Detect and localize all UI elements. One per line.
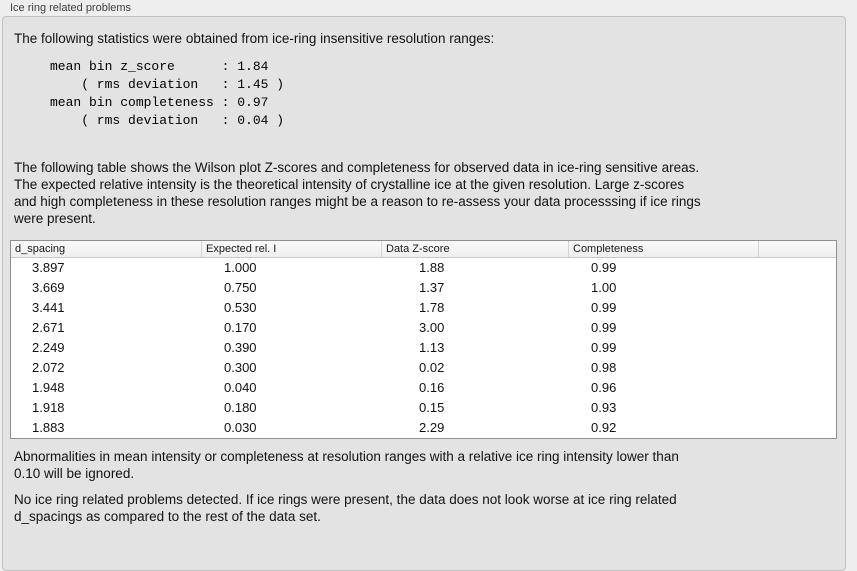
table-description: The following table shows the Wilson plo… <box>14 160 701 226</box>
table-row[interactable]: 1.918 0.180 0.15 0.93 <box>11 398 836 418</box>
cell-data-z-score: 1.37 <box>419 280 445 295</box>
cell-d-spacing: 1.883 <box>32 420 65 435</box>
header-blank <box>758 241 836 257</box>
cell-d-spacing: 2.072 <box>32 360 65 375</box>
header-d-spacing[interactable]: d_spacing <box>15 243 66 255</box>
cell-completeness: 0.99 <box>591 320 617 335</box>
table-row[interactable]: 2.671 0.170 3.00 0.99 <box>11 318 836 338</box>
cell-data-z-score: 2.29 <box>419 420 445 435</box>
cell-data-z-score: 1.13 <box>419 340 445 355</box>
cell-completeness: 1.00 <box>591 280 617 295</box>
cell-d-spacing: 3.897 <box>32 260 65 275</box>
table-row[interactable]: 1.948 0.040 0.16 0.96 <box>11 378 836 398</box>
cell-d-spacing: 1.948 <box>32 380 65 395</box>
cell-expected-rel-i: 0.750 <box>224 280 257 295</box>
table-row[interactable]: 2.072 0.300 0.02 0.98 <box>11 358 836 378</box>
cell-d-spacing: 2.249 <box>32 340 65 355</box>
cell-completeness: 0.99 <box>591 300 617 315</box>
cell-expected-rel-i: 0.170 <box>224 320 257 335</box>
cell-d-spacing: 1.918 <box>32 400 65 415</box>
cell-expected-rel-i: 0.300 <box>224 360 257 375</box>
ignore-note-text: Abnormalities in mean intensity or compl… <box>14 449 679 481</box>
cell-expected-rel-i: 0.040 <box>224 380 257 395</box>
table-header-row: d_spacing Expected rel. I Data Z-score C… <box>11 241 836 258</box>
intro-text: The following statistics were obtained f… <box>14 31 495 46</box>
table-row[interactable]: 2.249 0.390 1.13 0.99 <box>11 338 836 358</box>
cell-completeness: 0.98 <box>591 360 617 375</box>
cell-d-spacing: 2.671 <box>32 320 65 335</box>
cell-data-z-score: 0.15 <box>419 400 445 415</box>
cell-data-z-score: 0.16 <box>419 380 445 395</box>
cell-completeness: 0.99 <box>591 260 617 275</box>
cell-d-spacing: 3.441 <box>32 300 65 315</box>
cell-expected-rel-i: 0.180 <box>224 400 257 415</box>
cell-completeness: 0.93 <box>591 400 617 415</box>
cell-expected-rel-i: 0.390 <box>224 340 257 355</box>
table-row[interactable]: 3.897 1.000 1.88 0.99 <box>11 258 836 278</box>
cell-data-z-score: 1.88 <box>419 260 445 275</box>
table-row[interactable]: 3.441 0.530 1.78 0.99 <box>11 298 836 318</box>
conclusion-text: No ice ring related problems detected. I… <box>14 492 677 524</box>
group-box-title: Ice ring related problems <box>10 2 132 14</box>
cell-d-spacing: 3.669 <box>32 280 65 295</box>
cell-completeness: 0.99 <box>591 340 617 355</box>
ice-ring-table[interactable]: d_spacing Expected rel. I Data Z-score C… <box>10 240 837 439</box>
cell-expected-rel-i: 0.530 <box>224 300 257 315</box>
table-row[interactable]: 3.669 0.750 1.37 1.00 <box>11 278 836 298</box>
cell-expected-rel-i: 1.000 <box>224 260 257 275</box>
stats-block: mean bin z_score : 1.84 ( rms deviation … <box>50 59 285 128</box>
cell-data-z-score: 1.78 <box>419 300 445 315</box>
header-data-z-score[interactable]: Data Z-score <box>381 241 568 257</box>
cell-completeness: 0.96 <box>591 380 617 395</box>
header-completeness[interactable]: Completeness <box>568 241 758 257</box>
ice-ring-group-box: The following statistics were obtained f… <box>2 16 846 571</box>
table-row[interactable]: 1.883 0.030 2.29 0.92 <box>11 418 836 438</box>
header-expected-rel-i[interactable]: Expected rel. I <box>201 241 381 257</box>
cell-data-z-score: 3.00 <box>419 320 445 335</box>
cell-expected-rel-i: 0.030 <box>224 420 257 435</box>
cell-data-z-score: 0.02 <box>419 360 445 375</box>
cell-completeness: 0.92 <box>591 420 617 435</box>
